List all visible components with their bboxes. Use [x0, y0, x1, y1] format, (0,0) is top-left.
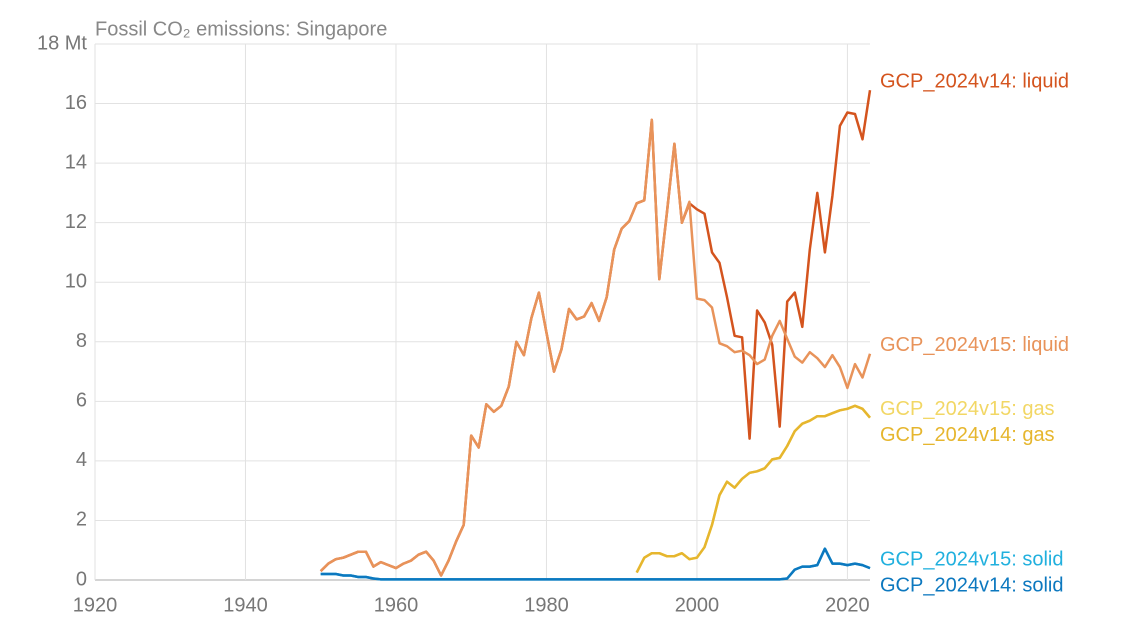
y-tick-label: 4	[76, 449, 87, 471]
line-series	[635, 404, 871, 574]
y-tick-label: 0	[76, 568, 87, 590]
y-tick-label: 6	[76, 390, 87, 412]
y-tick-label: 10	[65, 271, 87, 293]
legend-label: GCP_2024v14: liquid	[880, 70, 1069, 92]
y-tick-label: 14	[65, 151, 87, 173]
legend-label: GCP_2024v15: gas	[880, 398, 1055, 420]
y-tick-label: 12	[65, 211, 87, 233]
x-tick-label: 1920	[73, 594, 118, 616]
legend-label: GCP_2024v14: gas	[880, 424, 1055, 446]
line-series	[635, 404, 871, 574]
y-tick-label: 16	[65, 92, 87, 114]
x-tick-label: 1960	[374, 594, 419, 616]
y-tick-label: 18 Mt	[37, 32, 87, 54]
line-series	[319, 118, 872, 577]
y-tick-label: 2	[76, 509, 87, 531]
x-tick-label: 1940	[223, 594, 268, 616]
chart-title: Fossil CO₂ emissions: Singapore	[95, 18, 387, 40]
x-tick-label: 1980	[524, 594, 569, 616]
y-tick-label: 8	[76, 330, 87, 352]
line-series	[320, 547, 871, 581]
x-tick-label: 2020	[825, 594, 870, 616]
legend-label: GCP_2024v15: liquid	[880, 334, 1069, 356]
legend-label: GCP_2024v14: solid	[880, 574, 1063, 596]
x-tick-label: 2000	[675, 594, 720, 616]
legend-label: GCP_2024v15: solid	[880, 548, 1063, 570]
